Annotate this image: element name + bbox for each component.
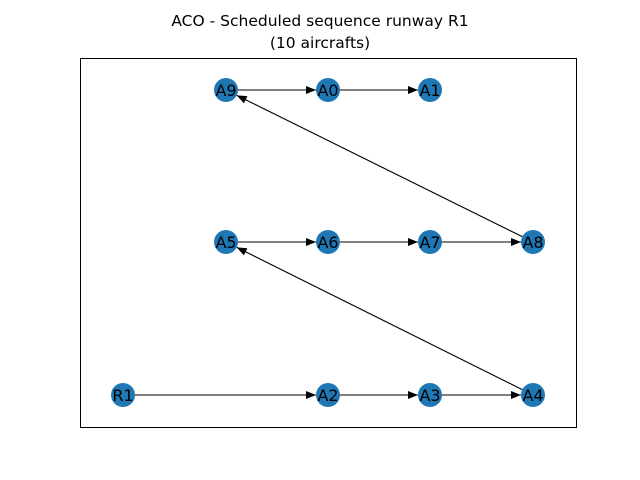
node-a1: A1 <box>418 78 442 102</box>
node-label: A9 <box>215 81 236 100</box>
node-label: A4 <box>522 386 543 405</box>
node-label: A8 <box>522 233 543 252</box>
node-a3: A3 <box>418 383 442 407</box>
plot-frame <box>80 58 577 428</box>
node-label: A5 <box>215 233 236 252</box>
node-a8: A8 <box>521 230 545 254</box>
node-a4: A4 <box>521 383 545 407</box>
node-circle <box>418 383 442 407</box>
node-circle <box>521 383 545 407</box>
node-circle <box>111 383 135 407</box>
node-label: A2 <box>317 386 338 405</box>
node-label: A3 <box>419 386 440 405</box>
edges <box>135 86 523 399</box>
node-a2: A2 <box>316 383 340 407</box>
chart-subtitle: (10 aircrafts) <box>269 34 371 52</box>
node-a7: A7 <box>418 230 442 254</box>
node-a0: A0 <box>316 78 340 102</box>
node-label: R1 <box>112 386 133 405</box>
chart-title: ACO - Scheduled sequence runway R1 <box>171 12 469 30</box>
node-circle <box>316 78 340 102</box>
node-a5: A5 <box>214 230 238 254</box>
node-label: A1 <box>419 81 440 100</box>
node-circle <box>316 230 340 254</box>
nodes: A9 A0 A1 A5 A6 A7 A8 R1 A2 A3 A4 <box>111 78 545 407</box>
node-r1: R1 <box>111 383 135 407</box>
node-circle <box>521 230 545 254</box>
node-label: A0 <box>317 81 338 100</box>
node-label: A6 <box>317 233 338 252</box>
node-circle <box>418 230 442 254</box>
node-circle <box>214 230 238 254</box>
node-circle <box>418 78 442 102</box>
node-a9: A9 <box>214 78 238 102</box>
node-circle <box>316 383 340 407</box>
node-a6: A6 <box>316 230 340 254</box>
edge-a4-to-a5 <box>236 246 523 391</box>
node-circle <box>214 78 238 102</box>
edge-a8-to-a9 <box>236 94 523 238</box>
node-label: A7 <box>419 233 440 252</box>
